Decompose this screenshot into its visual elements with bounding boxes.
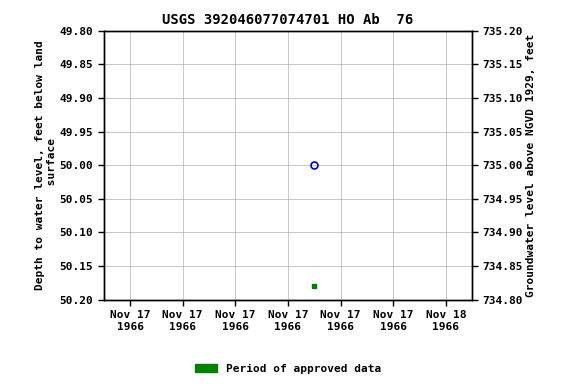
Y-axis label: Groundwater level above NGVD 1929, feet: Groundwater level above NGVD 1929, feet: [526, 33, 536, 297]
Y-axis label: Depth to water level, feet below land
 surface: Depth to water level, feet below land su…: [35, 40, 56, 290]
Legend: Period of approved data: Period of approved data: [191, 359, 385, 379]
Title: USGS 392046077074701 HO Ab  76: USGS 392046077074701 HO Ab 76: [162, 13, 414, 27]
